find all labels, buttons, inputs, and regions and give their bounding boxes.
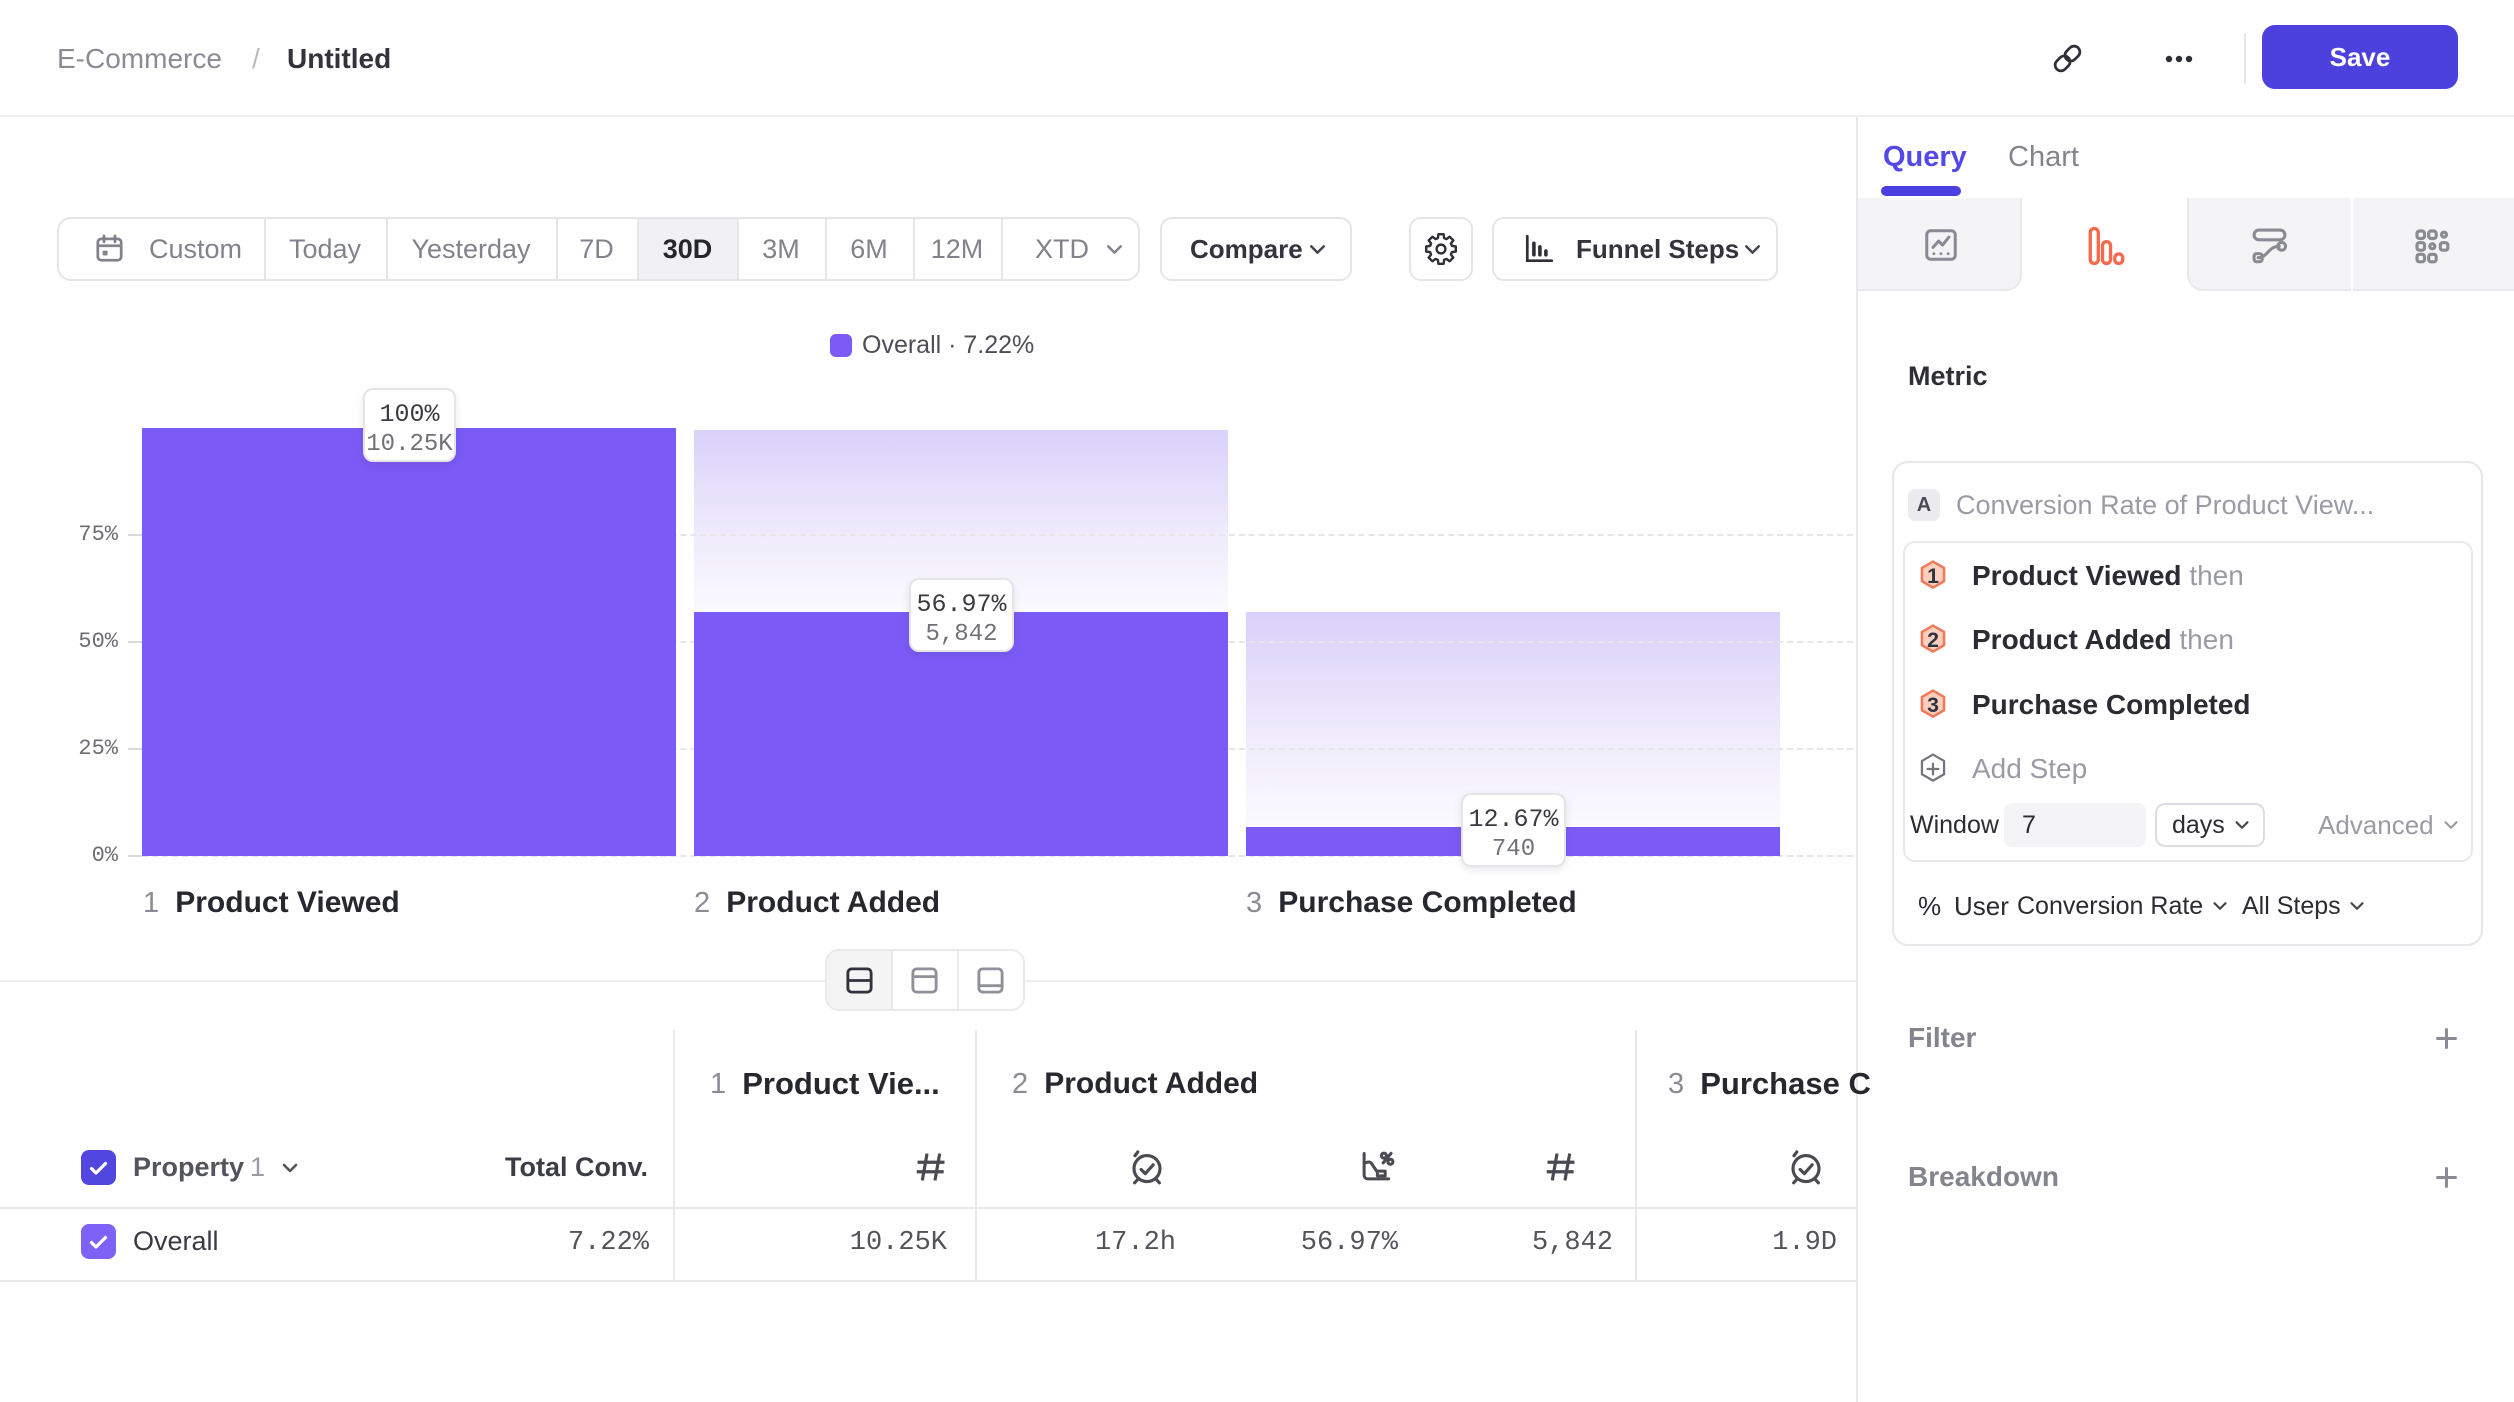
svg-text:1: 1 (1927, 564, 1939, 588)
svg-text:2: 2 (1927, 628, 1939, 652)
svg-text:3: 3 (1927, 693, 1939, 717)
